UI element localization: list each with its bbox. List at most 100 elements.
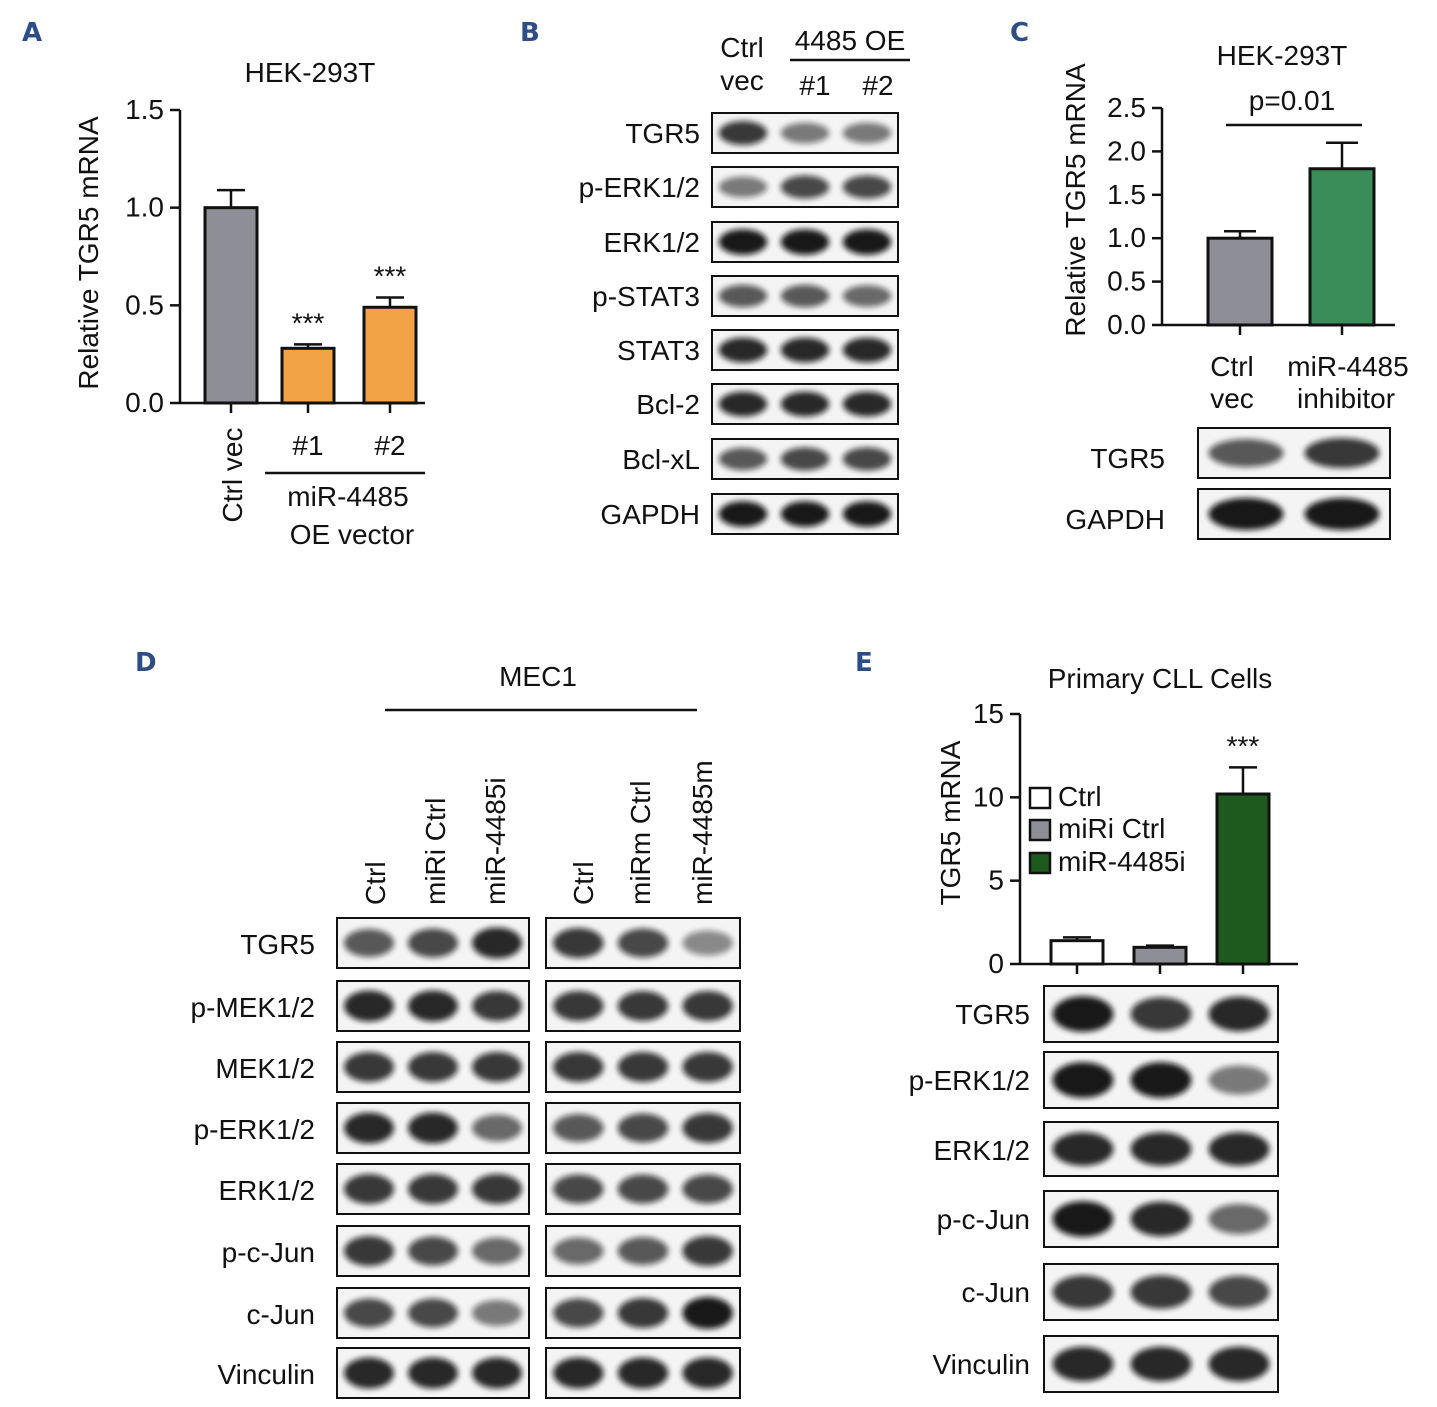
blot-band (1208, 1132, 1270, 1166)
blot-band (408, 1174, 458, 1204)
panel-e-blot-5 (1043, 1335, 1279, 1393)
panel-c-pvalue: p=0.01 (1249, 85, 1335, 116)
blot-band (718, 501, 768, 527)
blot-band (344, 1174, 394, 1204)
panel-d-blot-right-2 (545, 1041, 741, 1093)
panel-a-bar (203, 206, 259, 405)
panel-d-lane-label: Ctrl (568, 861, 599, 905)
panel-b-blot-4 (711, 329, 899, 371)
panel-d-blot-left-5 (336, 1225, 530, 1277)
blot-band (344, 1052, 394, 1082)
panel-b-blots: Ctrl vec 4485 OE #1 #2 TGR5 p-ERK1/2 ERK1/… (579, 25, 910, 535)
blot-band (718, 176, 768, 198)
blot-band (617, 1052, 669, 1082)
panel-e-row-label: c-Jun (962, 1277, 1030, 1308)
blot-band (682, 930, 733, 956)
panel-a-xlabel-2: #2 (374, 430, 405, 461)
blot-band (682, 1297, 733, 1329)
panel-e-row-label: p-c-Jun (937, 1204, 1030, 1235)
panel-letter-d: D (135, 648, 157, 678)
blot-band (718, 337, 768, 363)
blot-band (1208, 996, 1270, 1032)
panel-d-blot-left-3 (336, 1102, 530, 1154)
blot-band (344, 1298, 394, 1328)
panel-d-row-label: ERK1/2 (219, 1175, 316, 1206)
panel-d-row-label: c-Jun (247, 1299, 315, 1330)
panel-d-lane-label: miRm Ctrl (625, 781, 656, 905)
panel-e-row-label: Vinculin (932, 1349, 1030, 1380)
panel-d-lane-label: miR-4485m (687, 760, 718, 905)
panel-d-blot-left-1 (336, 980, 530, 1032)
panel-e-blot-4 (1043, 1263, 1279, 1321)
blot-band (472, 927, 522, 959)
blot-band (617, 1237, 669, 1265)
panel-a-ylabel: Relative TGR5 mRNA (73, 116, 104, 390)
panel-d-lane-label: miR-4485i (480, 777, 511, 905)
blot-band (780, 337, 830, 363)
panel-c-blot-0 (1197, 427, 1391, 479)
blot-band (472, 1237, 522, 1265)
blot-band (718, 284, 768, 308)
blot-band (842, 447, 892, 471)
panel-d-blot-right-0 (545, 917, 741, 969)
panel-b-header-ctrl-1: Ctrl (720, 32, 764, 63)
blot-band (1208, 1346, 1270, 1382)
blot-band (553, 1114, 604, 1142)
panel-d-lane-label: miRi Ctrl (420, 798, 451, 905)
blot-band (408, 990, 458, 1022)
panel-e-blot-3 (1043, 1190, 1279, 1248)
blot-band (718, 447, 768, 471)
panel-a-significance: *** (292, 307, 325, 338)
blot-band (1130, 1201, 1192, 1237)
panel-c-ylabel: Relative TGR5 mRNA (1060, 63, 1091, 337)
blot-band (780, 229, 830, 255)
panel-b-header-group: 4485 OE (795, 25, 906, 56)
panel-letter-b: B (520, 18, 540, 48)
panel-e-legend-label: Ctrl (1058, 781, 1102, 812)
panel-c-blot-label: GAPDH (1065, 504, 1165, 535)
panel-c-blot-label: TGR5 (1090, 443, 1165, 474)
panel-d-blot-right-1 (545, 980, 741, 1032)
blot-band (1130, 1132, 1192, 1166)
panel-c-ytick-label: 1.0 (1107, 222, 1146, 253)
blot-band (553, 1052, 604, 1082)
panel-c-bar (1206, 236, 1274, 327)
panel-d-lane-label: Ctrl (360, 861, 391, 905)
blot-band (842, 337, 892, 363)
blot-band (682, 1357, 733, 1389)
panel-a-ytick-label: 1.5 (125, 94, 164, 125)
blot-band (472, 1052, 522, 1082)
blot-band (780, 122, 830, 144)
panel-a-ytick-label: 0.5 (125, 289, 164, 320)
panel-a-bar (280, 346, 336, 405)
blot-band (780, 447, 830, 471)
panel-a-ytick-label: 0.0 (125, 387, 164, 418)
panel-e-row-label: ERK1/2 (934, 1135, 1031, 1166)
panel-a-title: HEK-293T (245, 57, 376, 88)
panel-c-title: HEK-293T (1217, 40, 1348, 71)
panel-a-chart: HEK-293T Relative TGR5 mRNA 1.5 1.0 0.5 0.0… (73, 57, 425, 550)
panel-letter-c: C (1010, 18, 1030, 48)
panel-a-group-label-2: OE vector (290, 519, 414, 550)
panel-b-row-label: ERK1/2 (604, 227, 701, 258)
blot-band (842, 122, 892, 144)
panel-b-header-ctrl-2: vec (720, 65, 764, 96)
blot-band (472, 991, 522, 1021)
panel-d-row-label: p-ERK1/2 (194, 1114, 315, 1145)
panel-e-ytick-label: 5 (988, 865, 1004, 896)
blot-band (842, 229, 892, 255)
panel-e-ytick-label: 15 (973, 698, 1004, 729)
blot-band (472, 1357, 522, 1389)
panel-d-blots: MEC1 Ctrl miRi Ctrl miR-4485i Ctrl miRm Ctrl… (191, 661, 741, 1399)
panel-d-blot-right-3 (545, 1102, 741, 1154)
panel-e-legend-label: miR-4485i (1058, 846, 1186, 877)
panel-d-blot-left-4 (336, 1163, 530, 1215)
panel-e-legend-swatch (1028, 786, 1052, 810)
blot-band (842, 175, 892, 199)
panel-d-row-label: TGR5 (240, 929, 315, 960)
panel-d-blot-left-2 (336, 1041, 530, 1093)
panel-c-ytick-label: 2.0 (1107, 135, 1146, 166)
panel-b-blot-7 (711, 493, 899, 535)
panel-a-significance: *** (374, 261, 407, 292)
panel-b-blot-6 (711, 438, 899, 480)
